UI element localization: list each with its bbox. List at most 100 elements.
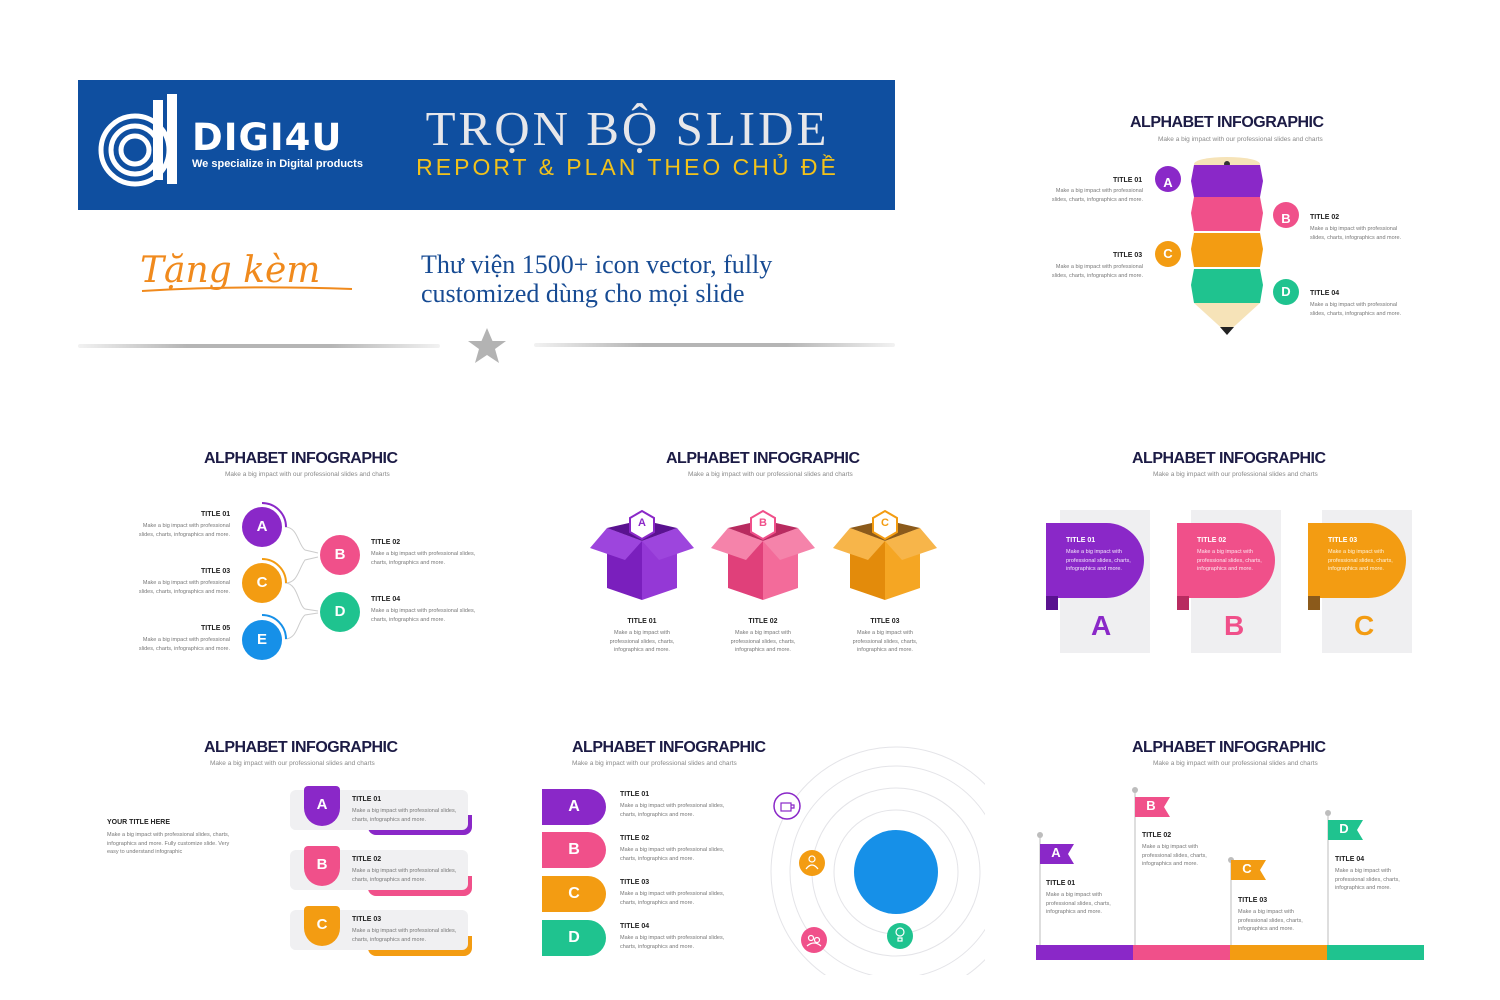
tab-desc-3: Make a big impact with professional slid… bbox=[352, 928, 457, 943]
circles-desc-3: Make a big impact with professional slid… bbox=[138, 580, 230, 595]
banner-subtitle: REPORT & PLAN THEO CHỦ ĐỀ bbox=[416, 154, 839, 180]
card-desc-1: Make a big impact with professional slid… bbox=[1066, 549, 1131, 572]
flag-desc-1: Make a big impact with professional slid… bbox=[1046, 892, 1111, 915]
circles-title-5: TITLE 05 bbox=[201, 625, 231, 632]
pencil-letter-d: D bbox=[1281, 284, 1291, 299]
pencil-desc-4: Make a big impact with professional slid… bbox=[1310, 302, 1402, 317]
circle-letter-d: D bbox=[320, 592, 360, 632]
card-letter-a: A bbox=[1091, 610, 1112, 641]
slide-subtitle: Make a big impact with our professional … bbox=[688, 471, 853, 478]
orbit-title-3: TITLE 03 bbox=[620, 879, 650, 886]
tab-desc-2: Make a big impact with professional slid… bbox=[352, 868, 457, 883]
circle-letter-b: B bbox=[320, 535, 360, 575]
orbit-letter-d: D bbox=[542, 920, 606, 956]
card-desc-3: Make a big impact with professional slid… bbox=[1328, 549, 1393, 572]
slide-subtitle: Make a big impact with our professional … bbox=[572, 760, 737, 767]
orbit-desc-1: Make a big impact with professional slid… bbox=[620, 803, 725, 818]
bonus-label: Tặng kèm bbox=[140, 250, 321, 291]
underline-swoosh-icon bbox=[141, 286, 353, 292]
tab-letter-b: B bbox=[304, 846, 340, 886]
flag-letter-c: C bbox=[1242, 861, 1252, 876]
card-a-fold bbox=[1046, 596, 1058, 610]
brand-name: DIGI4U bbox=[192, 116, 343, 159]
slide-subtitle: Make a big impact with our professional … bbox=[1158, 136, 1323, 143]
slide-title: ALPHABET INFOGRAPHIC bbox=[666, 450, 860, 467]
tabs-heading-desc: Make a big impact with professional slid… bbox=[107, 832, 230, 855]
flag-title-3: TITLE 03 bbox=[1238, 897, 1268, 904]
pencil-desc-3: Make a big impact with professional slid… bbox=[1051, 264, 1143, 279]
slide-subtitle: Make a big impact with our professional … bbox=[210, 760, 375, 767]
card-b-fold bbox=[1177, 596, 1189, 610]
circles-title-3: TITLE 03 bbox=[201, 568, 231, 575]
card-desc-2: Make a big impact with professional slid… bbox=[1197, 549, 1262, 572]
box-title-3: TITLE 03 bbox=[870, 618, 900, 625]
flag-letter-d: D bbox=[1339, 821, 1349, 836]
tab-letter-a: A bbox=[304, 786, 340, 826]
flag-title-1: TITLE 01 bbox=[1046, 880, 1076, 887]
box-desc-2: Make a big impact with professional slid… bbox=[730, 630, 796, 653]
box-desc-3: Make a big impact with professional slid… bbox=[852, 630, 918, 653]
card-title-3: TITLE 03 bbox=[1328, 537, 1358, 544]
card-title-1: TITLE 01 bbox=[1066, 537, 1096, 544]
circle-letter-c: C bbox=[242, 563, 282, 603]
card-a-panel bbox=[1046, 523, 1144, 598]
pencil-letter-b: B bbox=[1281, 211, 1291, 226]
pencil-desc-2: Make a big impact with professional slid… bbox=[1310, 226, 1402, 241]
circles-connector-icon bbox=[261, 502, 319, 640]
orbit-letter-a: A bbox=[542, 789, 606, 825]
tab-desc-1: Make a big impact with professional slid… bbox=[352, 808, 457, 823]
orbit-letter-b: B bbox=[542, 832, 606, 868]
tab-letter-c: C bbox=[304, 906, 340, 946]
divider-right bbox=[534, 343, 895, 347]
orbit-diagram-icon bbox=[770, 746, 985, 975]
slide-title: ALPHABET INFOGRAPHIC bbox=[572, 739, 766, 756]
card-letter-b: B bbox=[1224, 610, 1245, 641]
flag-letter-b: B bbox=[1146, 798, 1156, 813]
card-c-panel bbox=[1308, 523, 1406, 598]
slide-subtitle: Make a big impact with our professional … bbox=[1153, 760, 1318, 767]
star-icon bbox=[468, 328, 506, 363]
orbit-desc-3: Make a big impact with professional slid… bbox=[620, 891, 725, 906]
box-letter-a: A bbox=[638, 517, 646, 529]
pencil-title-1: TITLE 01 bbox=[1113, 177, 1143, 184]
tabs-heading: YOUR TITLE HERE bbox=[107, 819, 171, 826]
flag-letter-a: A bbox=[1051, 845, 1061, 860]
slide-subtitle: Make a big impact with our professional … bbox=[225, 471, 390, 478]
divider-left bbox=[78, 344, 440, 348]
slide-title: ALPHABET INFOGRAPHIC bbox=[1132, 739, 1326, 756]
circles-title-4: TITLE 04 bbox=[371, 596, 401, 603]
card-b-panel bbox=[1177, 523, 1275, 598]
pencil-diagram-icon bbox=[1155, 157, 1299, 335]
box-letter-b: B bbox=[759, 517, 767, 529]
box-desc-1: Make a big impact with professional slid… bbox=[609, 630, 675, 653]
banner-title: TRỌN BỘ SLIDE bbox=[425, 101, 830, 156]
brand-tagline: We specialize in Digital products bbox=[192, 158, 363, 170]
bonus-line-2: customized dùng cho mọi slide bbox=[421, 279, 745, 308]
pencil-title-4: TITLE 04 bbox=[1310, 290, 1340, 297]
orbit-desc-4: Make a big impact with professional slid… bbox=[620, 935, 725, 950]
bonus-line-1: Thư viện 1500+ icon vector, fully bbox=[421, 250, 773, 279]
box-title-2: TITLE 02 bbox=[748, 618, 778, 625]
orbit-title-4: TITLE 04 bbox=[620, 923, 650, 930]
circles-desc-5: Make a big impact with professional slid… bbox=[138, 637, 230, 652]
flags-timeline-icon bbox=[1036, 787, 1424, 960]
flag-desc-2: Make a big impact with professional slid… bbox=[1142, 844, 1207, 867]
pencil-letter-c: C bbox=[1163, 246, 1173, 261]
pencil-letter-a: A bbox=[1163, 175, 1173, 190]
tab-title-3: TITLE 03 bbox=[352, 916, 382, 923]
box-letter-c: C bbox=[881, 517, 889, 529]
circle-letter-a: A bbox=[242, 507, 282, 547]
pencil-title-2: TITLE 02 bbox=[1310, 214, 1340, 221]
circles-title-1: TITLE 01 bbox=[201, 511, 231, 518]
tab-title-2: TITLE 02 bbox=[352, 856, 382, 863]
brand-banner bbox=[78, 80, 895, 210]
slide-subtitle: Make a big impact with our professional … bbox=[1153, 471, 1318, 478]
card-title-2: TITLE 02 bbox=[1197, 537, 1227, 544]
flag-desc-4: Make a big impact with professional slid… bbox=[1335, 868, 1400, 891]
card-letter-c: C bbox=[1354, 610, 1375, 641]
pencil-desc-1: Make a big impact with professional slid… bbox=[1051, 188, 1143, 203]
orbit-title-1: TITLE 01 bbox=[620, 791, 650, 798]
digi4u-logo-icon bbox=[98, 94, 177, 187]
slide-title: ALPHABET INFOGRAPHIC bbox=[204, 739, 398, 756]
circle-letter-e: E bbox=[242, 620, 282, 660]
